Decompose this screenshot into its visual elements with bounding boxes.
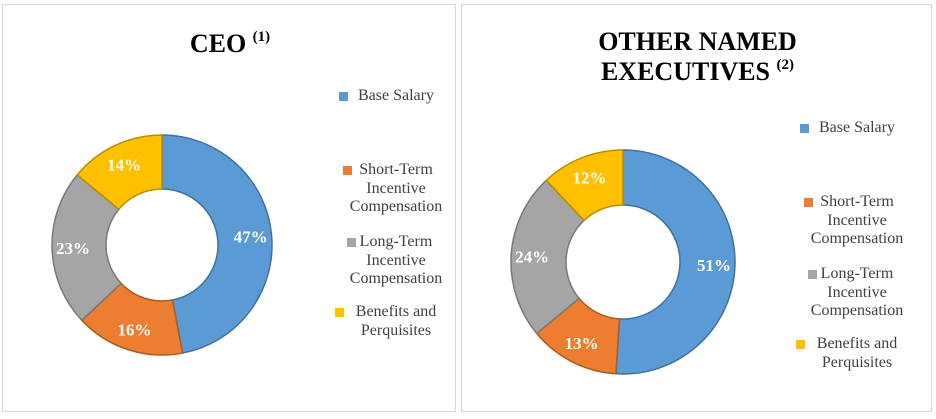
other-label-base-salary: 51% <box>697 256 731 275</box>
other-slice-long-term-incentive <box>510 179 586 335</box>
other-legend-item-short-term-incentive: Short-Term Incentive Compensation <box>782 193 932 249</box>
other-legend-item-long-term-incentive: Long-Term Incentive Compensation <box>782 265 932 321</box>
other-legend-text-short-term-incentive-line-1: Short-Term <box>820 193 894 210</box>
other-executives-chart-panel: OTHER NAMED EXECUTIVES (2) 51% 13% 24% 12% … <box>461 4 932 412</box>
ceo-legend-text-long-term-incentive-line-3: Compensation <box>349 270 443 287</box>
ceo-legend-text-short-term-incentive-line-2: Incentive <box>366 179 426 197</box>
ceo-legend-text-long-term-incentive-line-2: Incentive <box>366 251 426 269</box>
ceo-label-base-salary: 47% <box>234 228 268 247</box>
ceo-slice-long-term-incentive <box>51 173 123 322</box>
other-label-long-term-incentive: 24% <box>515 247 549 266</box>
other-label-short-term-incentive: 13% <box>565 334 599 353</box>
ceo-legend-text-benefits-perquisites-line-1: Benefits and <box>355 303 437 320</box>
other-legend-swatch-base-salary <box>800 124 810 133</box>
other-legend-item-benefits-perquisites: Benefits and Perquisites <box>782 335 932 372</box>
ceo-legend-text-short-term-incentive-line-1: Short-Term <box>359 161 433 178</box>
ceo-slice-benefits-perquisites <box>76 134 163 211</box>
other-legend-item-base-salary: Base Salary <box>782 119 932 138</box>
ceo-legend-text-long-term-incentive-line-1: Long-Term <box>359 233 433 250</box>
other-slice-base-salary <box>615 149 736 375</box>
ceo-chart-panel: CEO (1) 47% 16% 23% 14% Base Salary Short-Te… <box>2 4 456 412</box>
other-legend-text-benefits-perquisites-line-2: Perquisites <box>821 353 893 371</box>
ceo-legend-item-long-term-incentive: Long-Term Incentive Compensation <box>321 233 471 289</box>
ceo-legend-swatch-benefits-perquisites <box>335 308 345 317</box>
other-legend-text-short-term-incentive-line-2: Incentive <box>827 211 887 229</box>
ceo-legend-swatch-short-term-incentive <box>343 166 352 175</box>
ceo-label-long-term-incentive: 23% <box>56 239 90 258</box>
ceo-legend-swatch-base-salary <box>339 92 349 101</box>
other-legend-text-long-term-incentive-line-1: Long-Term <box>820 265 894 282</box>
ceo-label-benefits-perquisites: 14% <box>107 155 141 174</box>
other-legend-swatch-benefits-perquisites <box>796 340 806 349</box>
ceo-legend-swatch-long-term-incentive <box>346 238 356 247</box>
other-title-line-1: OTHER NAMED <box>598 27 797 56</box>
other-legend-swatch-short-term-incentive <box>804 198 813 207</box>
ceo-legend-text-benefits-perquisites-line-2: Perquisites <box>360 321 432 339</box>
other-title-note: (2) <box>776 57 795 73</box>
other-label-benefits-perquisites: 12% <box>573 168 607 187</box>
ceo-donut-chart: 47% 16% 23% 14% <box>51 134 273 356</box>
other-legend-text-short-term-incentive-line-3: Compensation <box>810 230 904 247</box>
ceo-legend-item-benefits-perquisites: Benefits and Perquisites <box>321 303 471 340</box>
ceo-legend-item-short-term-incentive: Short-Term Incentive Compensation <box>321 161 471 217</box>
ceo-chart-title: CEO (1) <box>3 29 457 63</box>
ceo-slice-base-salary <box>161 134 273 354</box>
other-legend-text-base-salary-line-1: Base Salary <box>819 119 895 136</box>
other-legend-text-long-term-incentive-line-3: Compensation <box>810 302 904 319</box>
ceo-title-text: CEO <box>189 29 247 58</box>
ceo-legend: Base Salary Short-Term Incentive Compensati… <box>321 87 471 357</box>
other-executives-legend: Base Salary Short-Term Incentive Compensati… <box>782 119 932 389</box>
other-legend-swatch-long-term-incentive <box>807 270 817 279</box>
other-executives-donut-chart: 51% 13% 24% 12% <box>510 149 736 375</box>
ceo-legend-text-base-salary-line-1: Base Salary <box>358 87 434 104</box>
ceo-label-short-term-incentive: 16% <box>117 321 151 340</box>
ceo-title-note: (1) <box>252 29 271 45</box>
other-title-line-2: EXECUTIVES <box>600 57 771 86</box>
ceo-legend-text-short-term-incentive-line-3: Compensation <box>349 198 443 215</box>
other-legend-text-long-term-incentive-line-2: Incentive <box>827 283 887 301</box>
ceo-legend-item-base-salary: Base Salary <box>321 87 471 106</box>
other-slice-benefits-perquisites <box>545 149 624 222</box>
other-executives-chart-title: OTHER NAMED EXECUTIVES (2) <box>462 27 933 91</box>
other-legend-text-benefits-perquisites-line-1: Benefits and <box>816 335 898 352</box>
